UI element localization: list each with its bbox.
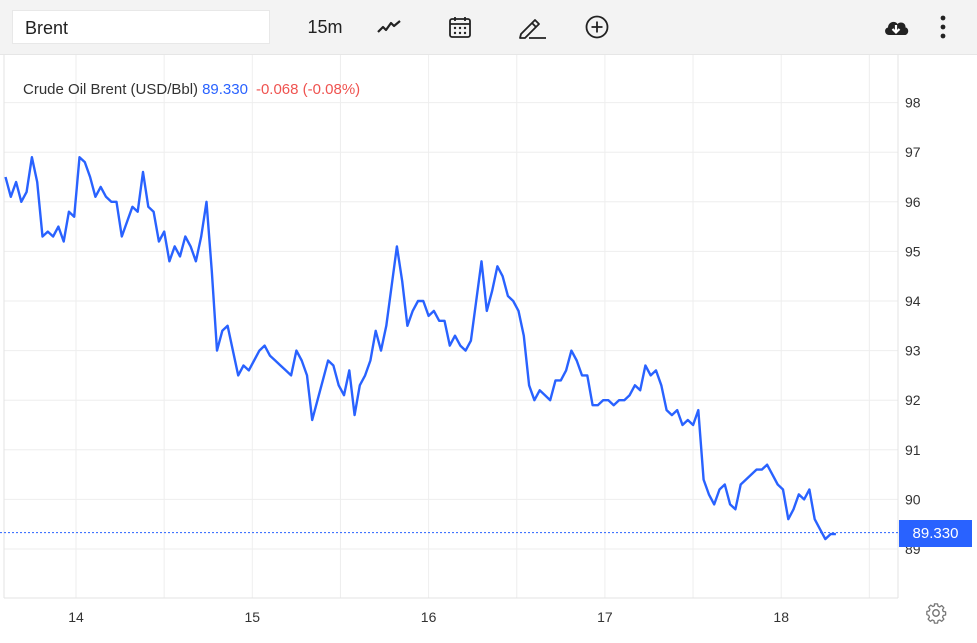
y-tick-label: 91 — [905, 442, 921, 458]
y-tick-label: 92 — [905, 392, 921, 408]
x-tick-label: 14 — [68, 609, 84, 625]
y-tick-label: 98 — [905, 95, 921, 111]
x-tick-label: 16 — [421, 609, 437, 625]
y-tick-label: 90 — [905, 491, 921, 507]
line-chart-icon[interactable] — [372, 10, 406, 44]
series-line — [4, 156, 836, 541]
settings-icon[interactable] — [925, 602, 947, 624]
chart-legend: Crude Oil Brent (USD/Bbl) 89.330 -0.068 (-… — [23, 81, 360, 98]
y-tick-label: 95 — [905, 243, 921, 259]
symbol-search-input[interactable]: Brent — [12, 10, 270, 44]
x-tick-label: 18 — [773, 609, 789, 625]
y-tick-label: 94 — [905, 293, 921, 309]
legend-price: 89.330 — [202, 81, 248, 98]
x-tick-label: 17 — [597, 609, 613, 625]
chart-toolbar: Brent 15m — [0, 0, 977, 55]
cloud-download-icon[interactable] — [879, 10, 913, 44]
chart-grid — [3, 55, 899, 599]
legend-instrument-name: Crude Oil Brent (USD/Bbl) — [23, 81, 199, 98]
last-price-tag: 89.330 — [899, 520, 972, 547]
x-axis-ticks: 14 15 16 17 18 — [68, 609, 789, 625]
legend-change: -0.068 (-0.08%) — [255, 81, 361, 98]
y-tick-label: 93 — [905, 343, 921, 359]
draw-pencil-icon[interactable] — [515, 10, 549, 44]
add-compare-icon[interactable] — [580, 10, 614, 44]
x-tick-label: 15 — [245, 609, 261, 625]
more-vert-icon[interactable] — [926, 10, 960, 44]
y-tick-label: 96 — [905, 194, 921, 210]
interval-button[interactable]: 15m — [307, 16, 343, 37]
y-tick-label: 97 — [905, 144, 921, 160]
calendar-icon[interactable] — [443, 10, 477, 44]
